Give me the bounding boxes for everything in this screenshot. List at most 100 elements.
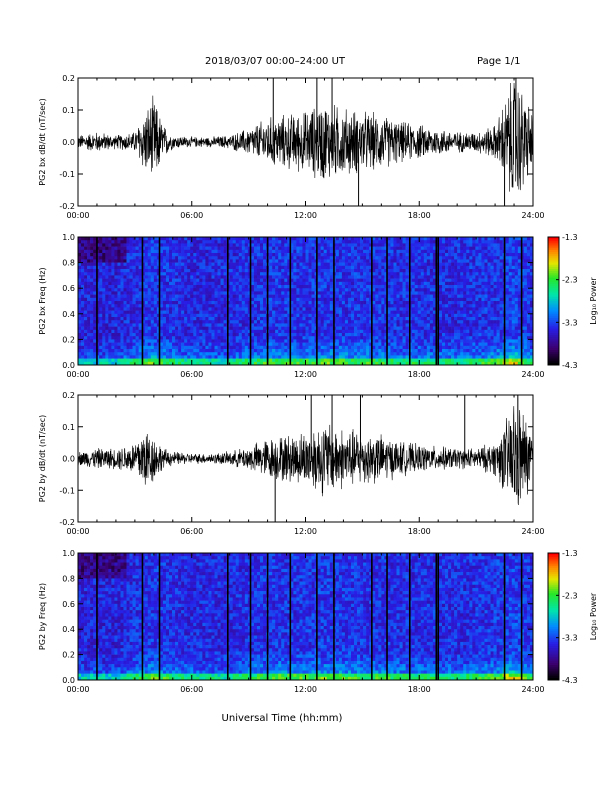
heatmap-cell xyxy=(341,349,346,353)
heatmap-cell xyxy=(384,246,388,251)
heatmap-cell xyxy=(141,253,146,257)
heatmap-cell xyxy=(414,294,419,299)
heatmap-cell xyxy=(184,272,188,276)
heatmap-cell xyxy=(247,240,252,244)
heatmap-cell xyxy=(372,345,376,350)
heatmap-cell xyxy=(214,272,218,276)
heatmap-cell xyxy=(169,269,173,273)
heatmap-cell xyxy=(244,349,249,353)
heatmap-cell xyxy=(396,329,400,334)
heatmap-cell xyxy=(126,317,130,321)
heatmap-cell xyxy=(126,275,130,279)
heatmap-cell xyxy=(263,333,267,337)
heatmap-cell xyxy=(111,243,115,247)
heatmap-cell xyxy=(229,297,233,302)
heatmap-cell xyxy=(217,243,221,247)
heatmap-cell xyxy=(338,291,343,295)
heatmap-cell xyxy=(175,336,179,340)
heatmap-cell xyxy=(445,336,449,340)
heatmap-cell xyxy=(335,323,340,327)
heatmap-cell xyxy=(256,313,261,318)
heatmap-cell xyxy=(117,269,121,273)
heatmap-cell xyxy=(299,361,303,366)
heatmap-cell xyxy=(217,281,221,286)
heatmap-cell xyxy=(120,288,124,292)
heatmap-cell xyxy=(78,243,82,247)
heatmap-cell xyxy=(287,285,291,289)
heatmap-cell xyxy=(117,326,121,331)
heatmap-cell xyxy=(344,342,349,347)
heatmap-cell xyxy=(429,262,434,267)
heatmap-cell xyxy=(357,265,361,270)
heatmap-cell xyxy=(302,333,306,337)
heatmap-cell xyxy=(111,317,115,321)
heatmap-cell xyxy=(305,275,309,279)
heatmap-cell xyxy=(338,240,343,244)
heatmap-cell xyxy=(381,352,385,356)
heatmap-cell xyxy=(448,336,452,340)
heatmap-cell xyxy=(351,249,355,254)
heatmap-cell xyxy=(393,281,397,286)
heatmap-cell xyxy=(426,323,431,327)
heatmap-cell xyxy=(387,253,391,257)
heatmap-cell xyxy=(172,304,176,308)
heatmap-cell xyxy=(223,355,227,359)
heatmap-cell xyxy=(405,285,409,289)
heatmap-cell xyxy=(196,246,200,251)
heatmap-cell xyxy=(138,262,142,267)
heatmap-cell xyxy=(99,243,103,247)
heatmap-cell xyxy=(290,272,294,276)
heatmap-cell xyxy=(126,345,130,350)
heatmap-cell xyxy=(302,256,306,260)
heatmap-cell xyxy=(326,323,331,327)
heatmap-cell xyxy=(375,237,379,241)
heatmap-cell xyxy=(438,355,443,359)
heatmap-cell xyxy=(132,269,136,273)
heatmap-cell xyxy=(202,313,206,318)
heatmap-cell xyxy=(296,243,300,247)
heatmap-cell xyxy=(205,272,209,276)
heatmap-cell xyxy=(141,304,146,308)
heatmap-cell xyxy=(432,345,437,350)
heatmap-cell xyxy=(187,352,191,356)
heatmap-cell xyxy=(196,253,200,257)
heatmap-cell xyxy=(187,329,191,334)
heatmap-cell xyxy=(369,259,373,263)
heatmap-cell xyxy=(172,285,176,289)
heatmap-cell xyxy=(293,326,297,331)
heatmap-cell xyxy=(396,272,400,276)
heatmap-cell xyxy=(275,333,279,337)
heatmap-cell xyxy=(126,339,130,343)
heatmap-cell xyxy=(111,281,115,286)
heatmap-cell xyxy=(256,355,261,359)
heatmap-cell xyxy=(423,262,428,267)
heatmap-cell xyxy=(247,275,252,279)
heatmap-cell xyxy=(290,253,294,257)
heatmap-cell xyxy=(223,275,227,279)
heatmap-cell xyxy=(338,253,343,257)
heatmap-cell xyxy=(250,246,255,251)
heatmap-cell xyxy=(244,317,249,321)
heatmap-cell xyxy=(426,240,431,244)
heatmap-cell xyxy=(102,246,106,251)
heatmap-cell xyxy=(381,240,385,244)
heatmap-cell xyxy=(132,243,136,247)
heatmap-cell xyxy=(420,259,425,263)
heatmap-cell xyxy=(93,246,97,251)
heatmap-cell xyxy=(393,262,397,267)
heatmap-cell xyxy=(220,281,224,286)
heatmap-cell xyxy=(360,288,364,292)
heatmap-cell xyxy=(84,317,88,321)
heatmap-cell xyxy=(411,278,415,283)
heatmap-cell xyxy=(238,317,243,321)
heatmap-cell xyxy=(344,326,349,331)
heatmap-cell xyxy=(147,281,152,286)
heatmap-cell xyxy=(232,291,237,295)
heatmap-cell xyxy=(96,281,100,286)
heatmap-cell xyxy=(223,265,227,270)
heatmap-cell xyxy=(423,307,428,311)
heatmap-cell xyxy=(208,326,212,331)
heatmap-cell xyxy=(363,281,367,286)
heatmap-cell xyxy=(223,313,227,318)
heatmap-cell xyxy=(156,297,161,302)
